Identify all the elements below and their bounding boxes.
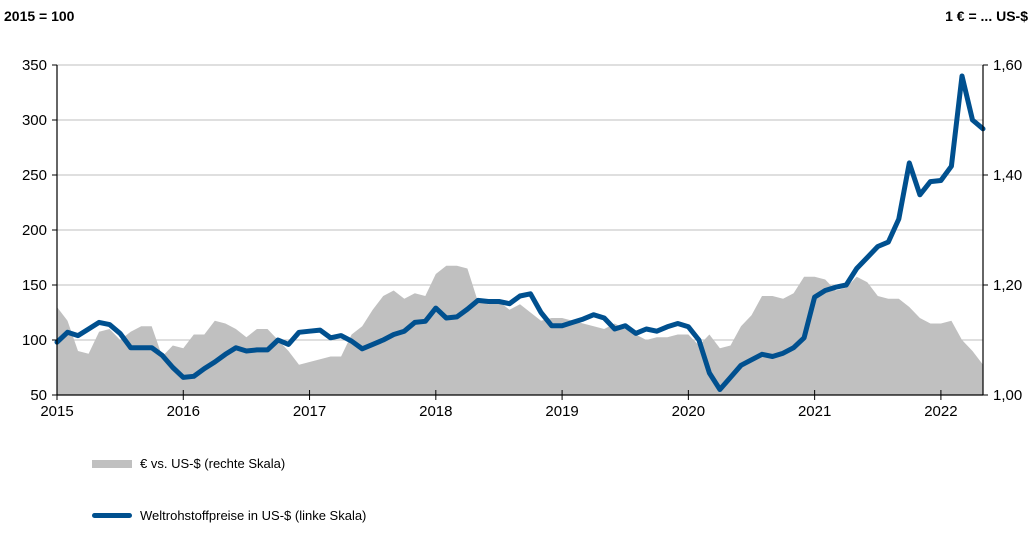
left-axis-tick-label: 200: [22, 222, 47, 239]
fx-area-series: [57, 265, 983, 395]
x-axis-tick-label: 2017: [293, 403, 326, 420]
left-axis-tick-label: 350: [22, 57, 47, 74]
left-axis-tick-label: 250: [22, 167, 47, 184]
x-axis-tick-label: 2015: [40, 403, 73, 420]
right-axis-tick-label: 1,60: [993, 57, 1022, 74]
right-axis-unit-label: 1 € = ... US-$: [945, 8, 1028, 24]
legend-item-commodity: Weltrohstoffpreise in US-$ (linke Skala): [92, 508, 366, 523]
legend-swatch-gray-area: [92, 459, 132, 468]
chart: 50 100 150 200 250 300 350 1,00 1,20 1,40 1,60 2015…: [22, 57, 1022, 420]
x-axis-tick-label: 2018: [419, 403, 452, 420]
left-axis-tick-label: 150: [22, 277, 47, 294]
x-axis-tick-label: 2019: [545, 403, 578, 420]
legend-label-commodity: Weltrohstoffpreise in US-$ (linke Skala): [140, 508, 367, 523]
axes: [52, 64, 988, 400]
x-axis-tick-label: 2022: [924, 403, 957, 420]
left-axis-tick-label: 50: [30, 387, 47, 404]
x-axis-tick-label: 2016: [167, 403, 200, 420]
right-axis-tick-label: 1,40: [993, 167, 1022, 184]
legend-item-fx: € vs. US-$ (rechte Skala): [92, 456, 285, 471]
right-axis-tick-label: 1,20: [993, 277, 1022, 294]
right-axis-tick-label: 1,00: [993, 387, 1022, 404]
x-axis-tick-label: 2021: [798, 403, 831, 420]
legend-swatch-blue-line: [92, 513, 132, 518]
left-axis-tick-label: 100: [22, 332, 47, 349]
left-axis-unit-label: 2015 = 100: [4, 8, 75, 24]
legend-label-fx: € vs. US-$ (rechte Skala): [140, 456, 286, 471]
tick-labels: 50 100 150 200 250 300 350 1,00 1,20 1,40 1,60 2015…: [22, 57, 1022, 420]
x-axis-tick-label: 2020: [672, 403, 705, 420]
commodity-line-series: [54, 73, 986, 392]
left-axis-tick-label: 300: [22, 112, 47, 129]
